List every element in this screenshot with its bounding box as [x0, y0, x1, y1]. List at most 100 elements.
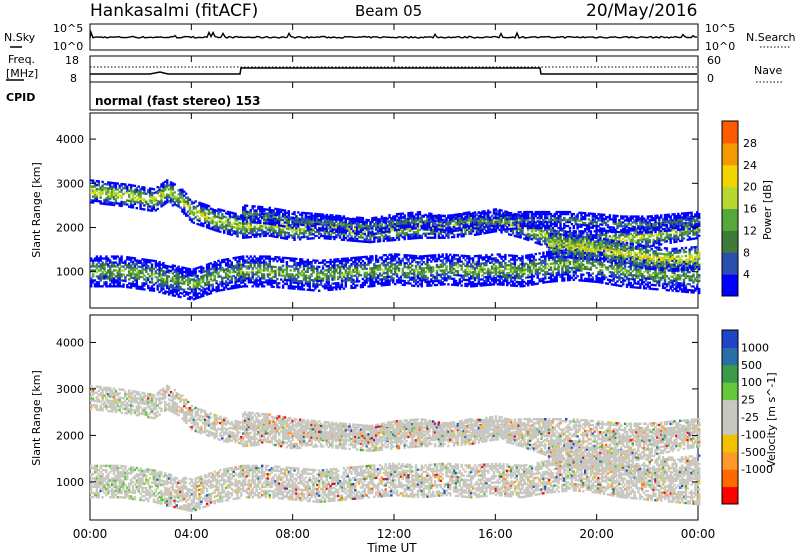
data-cell: [213, 260, 216, 264]
data-cell: [342, 279, 346, 282]
data-cell: [179, 270, 182, 273]
data-cell: [105, 263, 108, 266]
data-cell: [200, 222, 203, 225]
data-cell: [156, 268, 159, 271]
data-cell: [226, 277, 230, 281]
data-cell: [308, 288, 311, 292]
data-cell: [164, 278, 167, 281]
data-cell: [141, 272, 144, 275]
data-cell: [357, 226, 361, 229]
data-cell: [91, 275, 95, 278]
data-cell: [257, 227, 260, 230]
data-cell: [247, 267, 251, 270]
data-cell: [380, 256, 384, 259]
data-cell: [318, 230, 321, 233]
data-cell: [162, 279, 165, 283]
data-cell: [380, 258, 384, 261]
data-cell: [380, 229, 384, 232]
data-cell: [316, 213, 319, 216]
data-cell: [323, 227, 327, 230]
data-cell: [131, 270, 135, 274]
data-cell: [321, 213, 325, 216]
data-cell: [350, 274, 353, 278]
data-cell: [166, 290, 169, 294]
data-cell: [175, 293, 178, 296]
data-cell: [129, 264, 133, 267]
data-cell: [302, 266, 306, 269]
data-cell: [327, 284, 330, 288]
data-cell: [371, 234, 374, 238]
data-cell: [338, 234, 342, 237]
data-cell: [359, 258, 363, 261]
data-cell: [158, 263, 161, 266]
data-cell: [325, 277, 328, 280]
data-cell: [215, 280, 218, 283]
data-cell: [131, 206, 135, 209]
data-cell: [314, 267, 317, 270]
data-cell: [435, 269, 439, 273]
data-cell: [295, 267, 298, 271]
data-cell: [162, 262, 165, 265]
data-cell: [124, 277, 127, 281]
data-cell: [365, 255, 368, 258]
data-cell: [354, 270, 357, 273]
data-cell: [209, 262, 213, 265]
data-cell: [399, 263, 403, 266]
data-cell: [255, 233, 258, 236]
data-cell: [152, 196, 156, 199]
data-cell: [181, 280, 184, 283]
data-cell: [384, 237, 387, 240]
data-cell: [242, 277, 245, 280]
data-cell: [327, 237, 330, 240]
data-cell: [378, 240, 382, 243]
data-cell: [167, 287, 171, 290]
data-cell: [230, 211, 233, 214]
data-cell: [363, 263, 366, 267]
data-cell: [354, 232, 357, 235]
data-cell: [230, 261, 233, 264]
data-cell: [205, 226, 209, 229]
data-cell: [204, 274, 207, 277]
data-cell: [236, 268, 239, 271]
data-cell: [169, 291, 173, 295]
data-cell: [333, 268, 336, 271]
data-cell: [302, 220, 306, 223]
data-cell: [329, 272, 332, 275]
data-cell: [321, 217, 325, 220]
data-cell: [238, 275, 241, 279]
data-cell: [120, 275, 123, 278]
data-cell: [302, 288, 306, 291]
data-cell: [247, 222, 251, 225]
data-cell: [276, 226, 279, 229]
data-cell: [169, 201, 173, 204]
data-cell: [236, 219, 239, 222]
data-cell: [101, 257, 104, 260]
data-cell: [289, 234, 292, 237]
data-cell: [287, 228, 290, 231]
data-cell: [148, 275, 152, 278]
data-cell: [120, 257, 123, 260]
data-cell: [234, 264, 237, 267]
data-cell: [114, 255, 118, 258]
data-cell: [371, 271, 374, 274]
data-cell: [114, 265, 118, 268]
data-cell: [179, 196, 182, 199]
data-cell: [356, 258, 359, 261]
data-cell: [257, 279, 260, 282]
data-cell: [139, 195, 142, 198]
data-cell: [327, 268, 330, 272]
data-cell: [183, 206, 186, 209]
data-cell: [342, 267, 346, 270]
data-cell: [169, 193, 173, 196]
data-cell: [262, 267, 266, 270]
data-cell: [105, 273, 108, 276]
data-cell: [238, 283, 241, 287]
data-cell: [306, 218, 309, 221]
data-cell: [188, 288, 192, 291]
data-cell: [97, 265, 100, 268]
data-cell: [375, 236, 378, 239]
data-cell: [166, 270, 169, 274]
data-cell: [173, 290, 176, 293]
data-cell: [384, 223, 387, 226]
data-cell: [234, 278, 237, 281]
